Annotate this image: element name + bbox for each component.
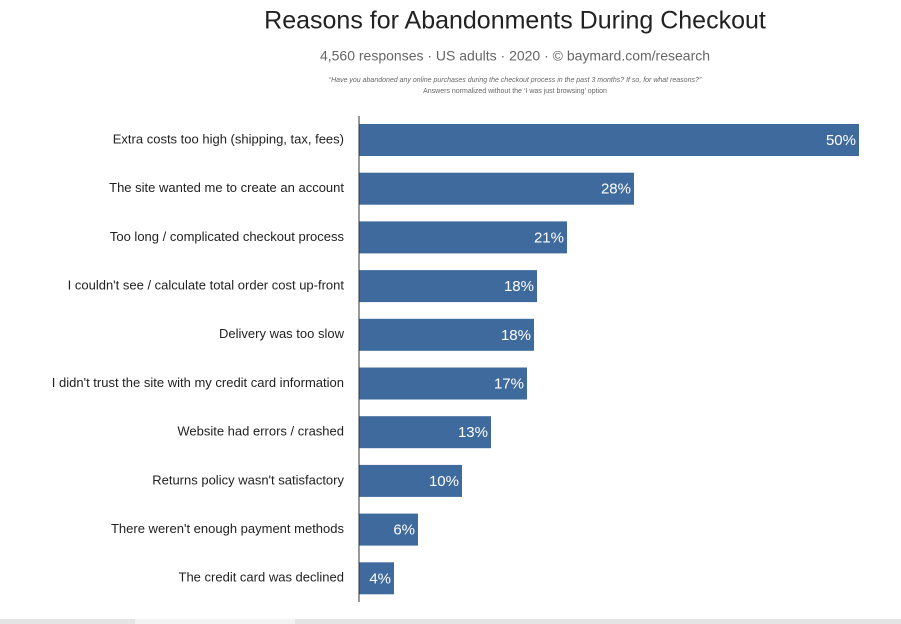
value-label: 17% <box>494 375 524 392</box>
value-label: 50% <box>826 132 856 149</box>
bar <box>359 172 634 205</box>
bar <box>359 416 491 449</box>
value-label: 18% <box>501 327 531 344</box>
value-label: 21% <box>534 229 564 246</box>
y-tick-label: Website had errors / crashed <box>177 424 344 439</box>
chart-subtitle: 4,560 responses · US adults · 2020 · © b… <box>320 48 710 64</box>
y-tick-label: Returns policy wasn't satisfactory <box>152 472 344 487</box>
y-tick-label: The site wanted me to create an account <box>109 180 344 195</box>
value-label: 6% <box>393 522 415 539</box>
bar <box>359 318 534 351</box>
y-tick-label: I didn't trust the site with my credit c… <box>52 375 344 390</box>
bar <box>359 124 859 156</box>
bar <box>359 513 418 546</box>
y-tick-label: There weren't enough payment methods <box>111 521 345 536</box>
value-label: 4% <box>369 570 391 587</box>
bar <box>359 464 462 497</box>
y-tick-label: Extra costs too high (shipping, tax, fee… <box>113 131 344 146</box>
chart-title: Reasons for Abandonments During Checkout <box>264 7 766 35</box>
value-label: 10% <box>429 473 459 490</box>
scrollbar-thumb <box>135 619 295 624</box>
note: “Have you abandoned any online purchases… <box>329 77 702 84</box>
note: Answers normalized without the ‘I was ju… <box>423 88 607 95</box>
y-tick-label: Delivery was too slow <box>219 326 345 341</box>
value-label: 13% <box>458 424 488 441</box>
bar <box>359 270 537 303</box>
y-tick-label: Too long / complicated checkout process <box>110 229 345 244</box>
scrollbar <box>0 619 901 624</box>
value-label: 18% <box>504 278 534 295</box>
y-tick-label: I couldn't see / calculate total order c… <box>68 278 345 293</box>
bar <box>359 221 567 254</box>
bar <box>359 562 394 595</box>
bar <box>359 367 527 400</box>
value-label: 28% <box>601 181 631 198</box>
y-tick-label: The credit card was declined <box>179 570 344 585</box>
